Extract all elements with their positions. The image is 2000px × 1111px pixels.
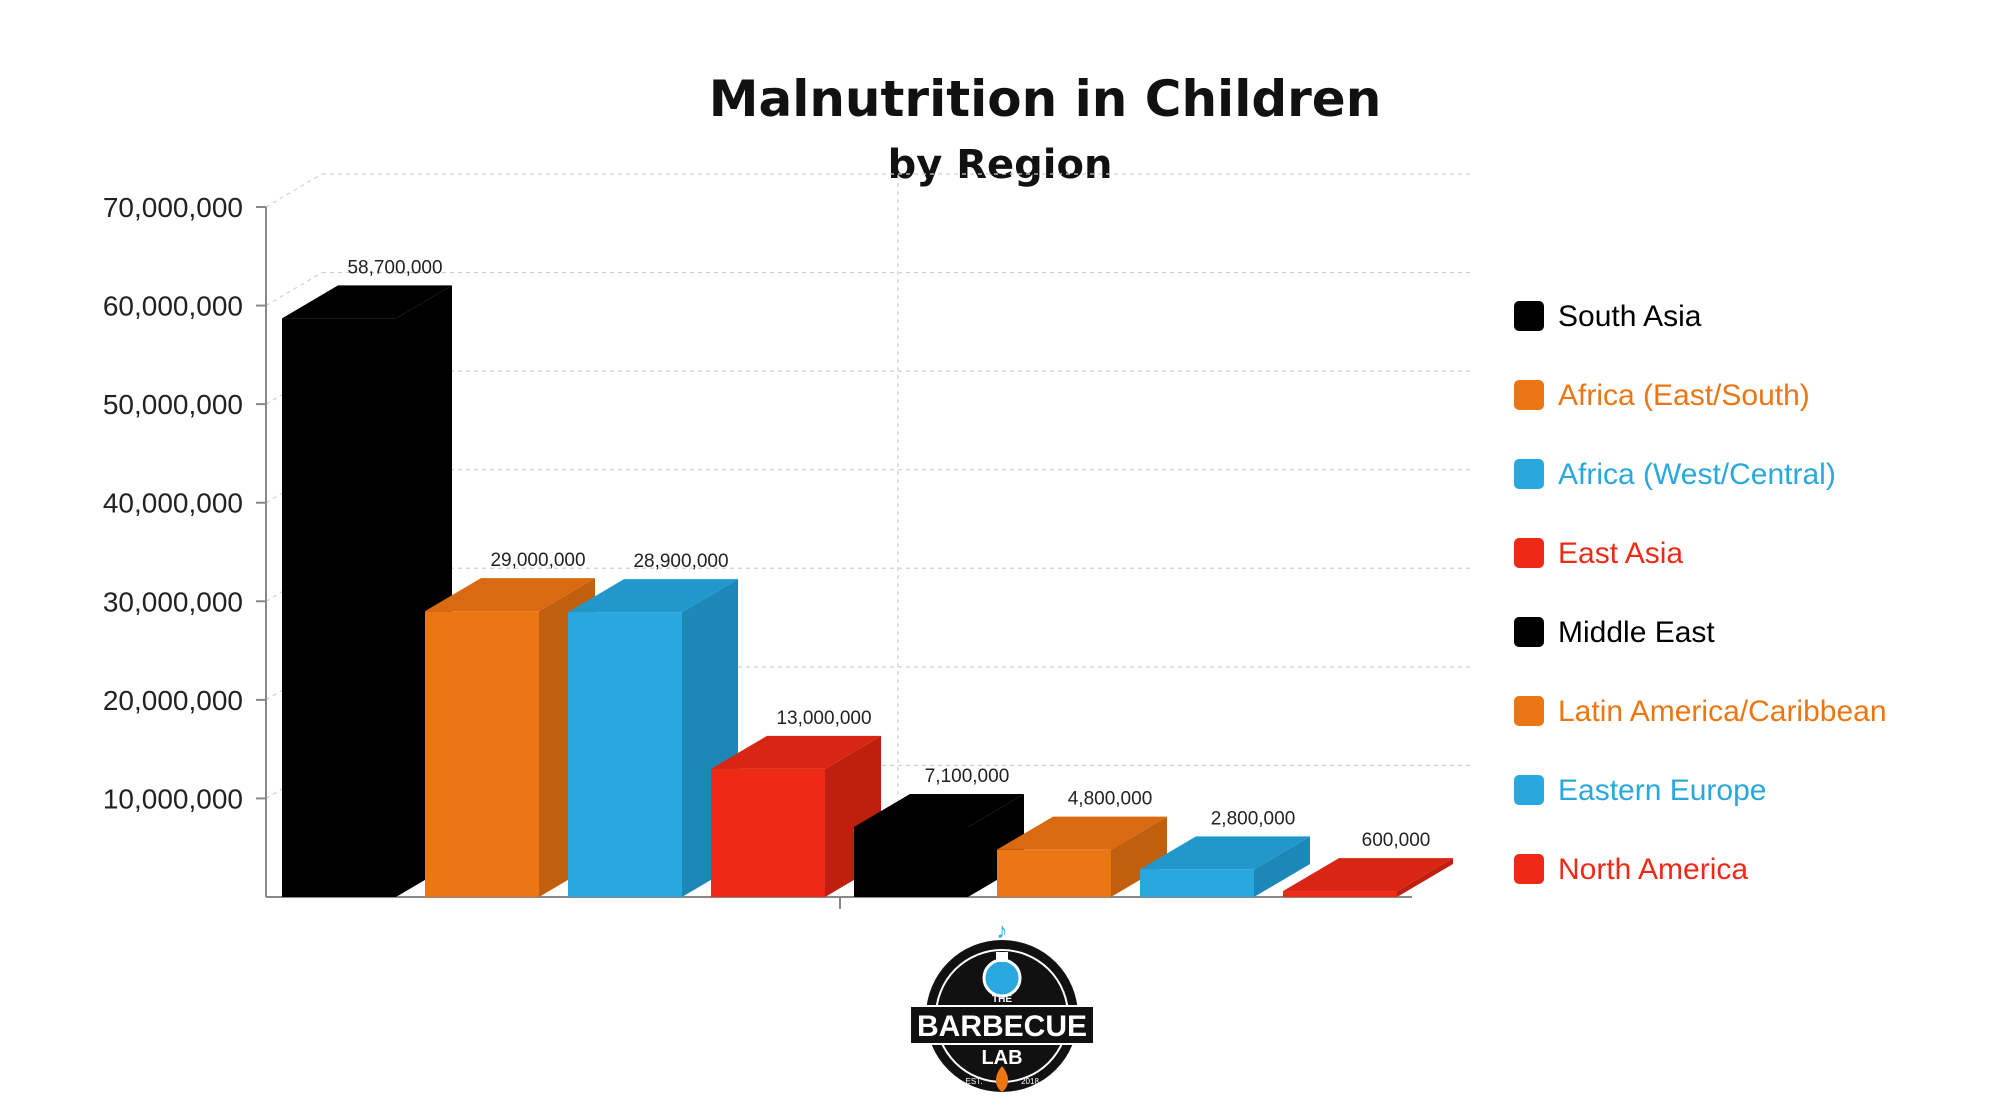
legend-label-6: Latin America/Caribbean xyxy=(1558,695,1887,728)
bar-front-1 xyxy=(282,318,396,897)
bar-top-7 xyxy=(1140,836,1310,870)
bar-1 xyxy=(282,285,452,897)
logo-est-label: EST. xyxy=(966,1077,983,1086)
y-tick-label-6: 60,000,000 xyxy=(103,291,243,322)
legend-swatch-8 xyxy=(1514,854,1544,884)
flask-neck-icon xyxy=(996,952,1008,962)
bar-top-8 xyxy=(1283,858,1453,892)
legend-item-1: South Asia xyxy=(1514,300,1702,333)
bar-front-3 xyxy=(568,612,682,897)
bar-4 xyxy=(711,735,881,897)
legend-swatch-6 xyxy=(1514,696,1544,726)
legend-item-3: Africa (West/Central) xyxy=(1514,458,1836,491)
legend-swatch-2 xyxy=(1514,380,1544,410)
legend: South Asia Africa (East/South) Africa (Wes… xyxy=(1514,300,1887,886)
bar-value-label-3: 28,900,000 xyxy=(633,551,728,572)
bar-front-8 xyxy=(1283,891,1397,897)
legend-swatch-5 xyxy=(1514,617,1544,647)
bar-front-5 xyxy=(854,827,968,897)
y-tick-label-1: 10,000,000 xyxy=(103,783,243,814)
bar-front-4 xyxy=(711,768,825,897)
bar-value-label-2: 29,000,000 xyxy=(490,550,585,571)
flame-icon xyxy=(995,1066,1009,1092)
barbecue-lab-logo: ♪ THE BARBECUE LAB EST. 2018 xyxy=(909,918,1095,1092)
bar-value-label-7: 2,800,000 xyxy=(1211,808,1296,829)
legend-label-2: Africa (East/South) xyxy=(1558,379,1810,412)
bar-value-label-1: 58,700,000 xyxy=(347,257,442,278)
bar-top-2 xyxy=(425,578,595,612)
legend-swatch-7 xyxy=(1514,775,1544,805)
legend-swatch-1 xyxy=(1514,301,1544,331)
bar-front-2 xyxy=(425,611,539,897)
legend-item-4: East Asia xyxy=(1514,537,1683,570)
legend-label-7: Eastern Europe xyxy=(1558,774,1766,807)
bar-top-4 xyxy=(711,735,881,769)
legend-swatch-4 xyxy=(1514,538,1544,568)
bars xyxy=(282,285,1453,897)
bar-value-label-5: 7,100,000 xyxy=(925,766,1010,787)
legend-swatch-3 xyxy=(1514,459,1544,489)
music-note-icon: ♪ xyxy=(997,918,1008,943)
logo-banner xyxy=(909,1005,1095,1045)
logo-text-lab: LAB xyxy=(981,1047,1022,1069)
flask-icon xyxy=(982,958,1022,998)
y-tick-label-7: 70,000,000 xyxy=(103,192,243,223)
legend-label-8: North America xyxy=(1558,853,1748,886)
bar-front-6 xyxy=(997,849,1111,897)
bar-front-7 xyxy=(1140,869,1254,897)
chart-subtitle: by Region xyxy=(887,142,1113,188)
legend-label-4: East Asia xyxy=(1558,537,1683,570)
logo-text-barbecue: BARBECUE xyxy=(917,1010,1087,1043)
bar-value-label-4: 13,000,000 xyxy=(776,708,871,729)
legend-item-5: Middle East xyxy=(1514,616,1715,649)
legend-item-7: Eastern Europe xyxy=(1514,774,1766,807)
bar-side-7 xyxy=(1254,836,1310,897)
logo-est-year: 2018 xyxy=(1021,1077,1039,1086)
bar-7 xyxy=(1140,836,1310,897)
bar-value-label-8: 600,000 xyxy=(1362,830,1431,851)
bar-top-1 xyxy=(282,285,452,319)
bar-top-5 xyxy=(854,794,1024,828)
y-tick-label-3: 30,000,000 xyxy=(103,586,243,617)
legend-label-1: South Asia xyxy=(1558,300,1702,333)
bar-top-6 xyxy=(997,816,1167,850)
bar-side-8 xyxy=(1397,858,1453,897)
legend-item-6: Latin America/Caribbean xyxy=(1514,695,1887,728)
gridline-depth-7 xyxy=(265,173,323,208)
gridline-depth-6 xyxy=(265,272,323,307)
chart-title: Malnutrition in Children xyxy=(708,70,1382,128)
bar-side-6 xyxy=(1111,816,1167,897)
legend-item-8: North America xyxy=(1514,853,1748,886)
y-tick-label-2: 20,000,000 xyxy=(103,685,243,716)
legend-label-3: Africa (West/Central) xyxy=(1558,458,1836,491)
bar-6 xyxy=(997,816,1167,897)
bar-top-3 xyxy=(568,579,738,613)
legend-label-5: Middle East xyxy=(1558,616,1715,649)
bar-value-label-6: 4,800,000 xyxy=(1068,789,1153,810)
logo-text-the: THE xyxy=(992,994,1012,1005)
legend-item-2: Africa (East/South) xyxy=(1514,379,1810,412)
y-tick-label-5: 50,000,000 xyxy=(103,389,243,420)
data-labels: 58,700,000 29,000,000 28,900,000 13,000,000… xyxy=(347,257,1430,851)
y-tick-label-4: 40,000,000 xyxy=(103,488,243,519)
bar-8 xyxy=(1283,858,1453,897)
